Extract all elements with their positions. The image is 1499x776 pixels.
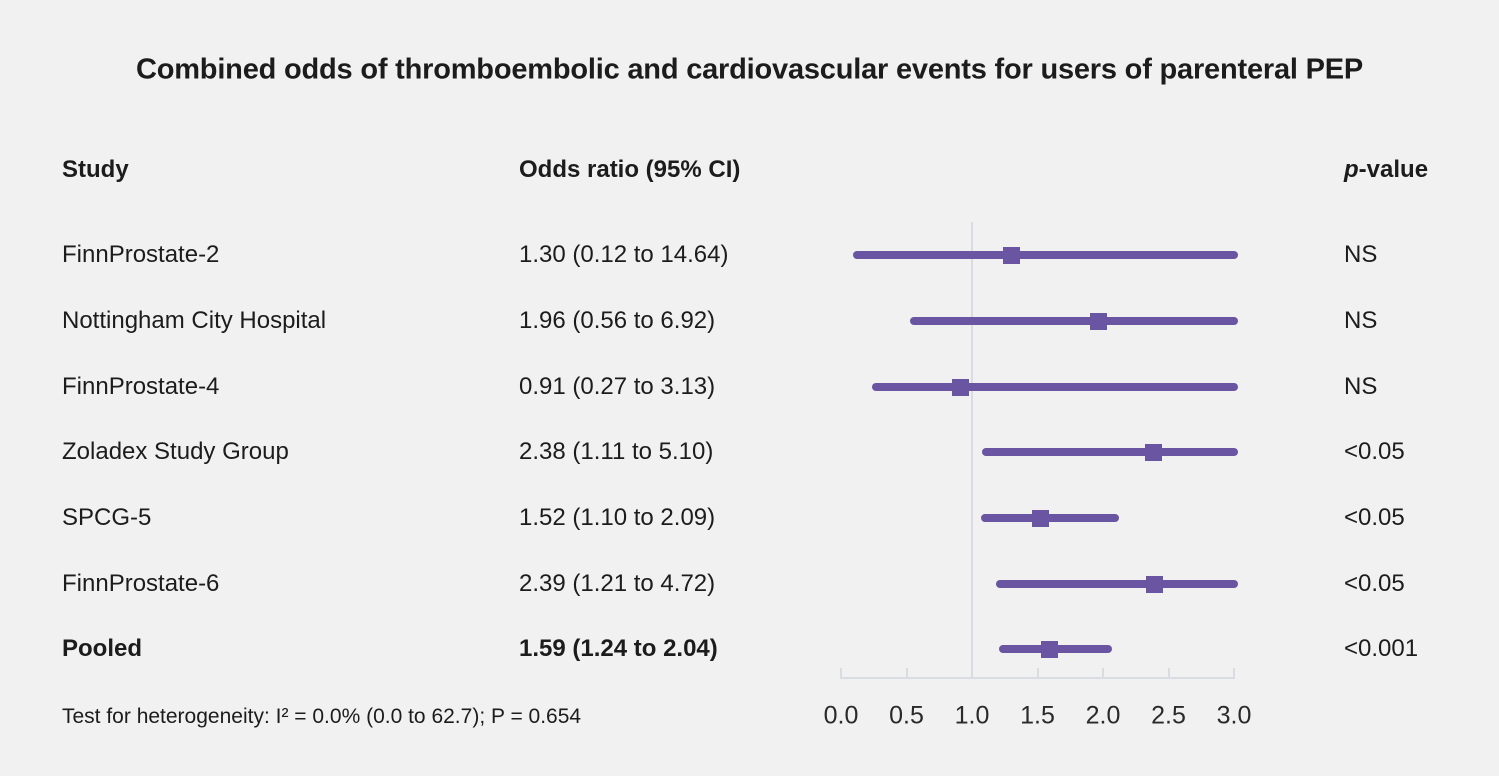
odds-ratio-value: 1.59 (1.24 to 2.04) <box>519 635 718 662</box>
x-axis-tick <box>1167 668 1170 677</box>
heterogeneity-note: Test for heterogeneity: I² = 0.0% (0.0 t… <box>62 705 582 728</box>
column-header-p-value: p-value <box>1344 156 1428 184</box>
confidence-interval-line <box>910 317 1238 325</box>
odds-ratio-value: 1.52 (1.10 to 2.09) <box>519 504 716 531</box>
p-value: NS <box>1344 241 1378 268</box>
odds-ratio-marker <box>1089 313 1107 330</box>
x-axis-tick <box>840 668 842 677</box>
column-header-study: Study <box>62 156 129 183</box>
x-axis-tick <box>1102 668 1104 677</box>
column-header-odds-ratio: Odds ratio (95% CI) <box>519 156 741 183</box>
x-axis-tick-label: 3.0 <box>1216 701 1252 730</box>
odds-ratio-value: 1.30 (0.12 to 14.64) <box>519 241 729 268</box>
confidence-interval-line <box>982 448 1238 456</box>
study-label: FinnProstate-4 <box>62 373 220 400</box>
odds-ratio-value: 2.38 (1.11 to 5.10) <box>519 438 714 465</box>
p-value-header-suffix: -value <box>1358 156 1429 183</box>
x-axis-tick-label: 0.0 <box>823 701 859 730</box>
p-value: <0.001 <box>1344 635 1419 662</box>
p-value: NS <box>1344 307 1378 334</box>
odds-ratio-marker <box>1146 576 1164 593</box>
x-axis-tick <box>1233 668 1235 677</box>
confidence-interval-line <box>872 383 1238 391</box>
odds-ratio-marker <box>1003 247 1021 264</box>
p-value: <0.05 <box>1344 504 1405 531</box>
odds-ratio-marker <box>1041 641 1059 658</box>
x-axis-tick-label: 0.5 <box>889 701 924 730</box>
confidence-interval-line <box>852 251 1238 259</box>
p-value-header-italic-p: p <box>1344 156 1359 183</box>
study-label: Nottingham City Hospital <box>62 307 327 334</box>
confidence-interval-line <box>995 580 1238 588</box>
odds-ratio-marker <box>1032 510 1050 527</box>
p-value: <0.05 <box>1344 438 1405 465</box>
odds-ratio-marker <box>1144 444 1162 461</box>
study-label: FinnProstate-2 <box>62 241 220 268</box>
study-label: Zoladex Study Group <box>62 438 289 465</box>
odds-ratio-value: 0.91 (0.27 to 3.13) <box>519 373 716 400</box>
odds-ratio-marker <box>952 379 970 396</box>
p-value: NS <box>1344 373 1378 400</box>
x-axis-tick <box>971 668 973 677</box>
x-axis-tick-label: 2.5 <box>1151 701 1186 730</box>
x-axis-tick <box>1036 668 1039 677</box>
study-label: FinnProstate-6 <box>62 570 220 597</box>
x-axis-tick-label: 1.5 <box>1020 701 1055 730</box>
study-label: SPCG-5 <box>62 504 152 531</box>
x-axis-line <box>840 677 1235 679</box>
x-axis-tick <box>905 668 908 677</box>
x-axis-tick-label: 1.0 <box>954 701 990 730</box>
chart-title: Combined odds of thromboembolic and card… <box>135 53 1364 86</box>
reference-line-or-1 <box>971 222 973 679</box>
x-axis-tick-label: 2.0 <box>1085 701 1121 730</box>
study-label: Pooled <box>62 635 143 662</box>
p-value: <0.05 <box>1344 570 1405 597</box>
odds-ratio-value: 2.39 (1.21 to 4.72) <box>519 570 716 597</box>
odds-ratio-value: 1.96 (0.56 to 6.92) <box>519 307 716 334</box>
confidence-interval-line <box>981 514 1119 522</box>
